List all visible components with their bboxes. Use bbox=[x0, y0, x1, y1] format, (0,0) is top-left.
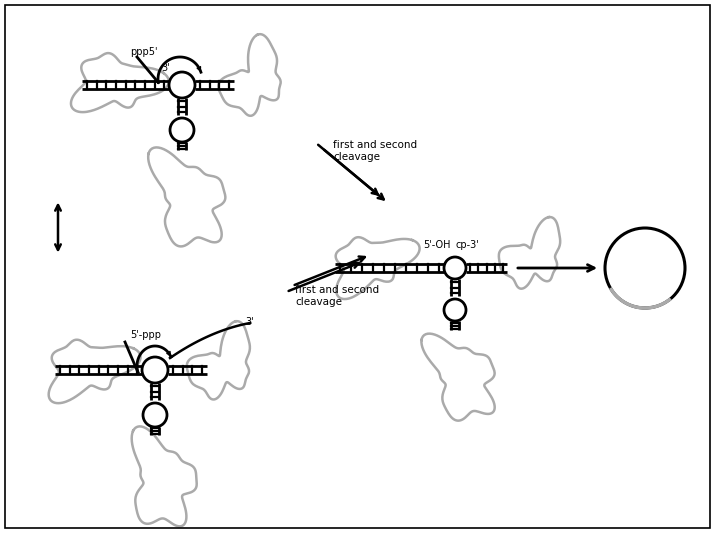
Text: cp-3': cp-3' bbox=[456, 240, 480, 250]
Circle shape bbox=[444, 299, 466, 321]
Polygon shape bbox=[71, 53, 169, 112]
Text: first and second
cleavage: first and second cleavage bbox=[295, 285, 379, 306]
Polygon shape bbox=[132, 426, 197, 527]
Polygon shape bbox=[218, 34, 281, 116]
Text: 3': 3' bbox=[245, 317, 254, 327]
Text: 3': 3' bbox=[162, 63, 170, 73]
Text: ppp5': ppp5' bbox=[130, 47, 157, 57]
Text: first and second
cleavage: first and second cleavage bbox=[333, 140, 417, 161]
Polygon shape bbox=[336, 237, 420, 299]
Polygon shape bbox=[499, 217, 560, 289]
Circle shape bbox=[169, 72, 195, 98]
Polygon shape bbox=[148, 148, 225, 246]
Circle shape bbox=[170, 118, 194, 142]
Polygon shape bbox=[49, 340, 141, 403]
Polygon shape bbox=[421, 334, 495, 421]
Circle shape bbox=[605, 228, 685, 308]
Text: 5'-OH: 5'-OH bbox=[423, 240, 451, 250]
Text: 5'-ppp: 5'-ppp bbox=[130, 330, 161, 340]
Polygon shape bbox=[187, 321, 250, 399]
Circle shape bbox=[143, 403, 167, 427]
Circle shape bbox=[142, 357, 168, 383]
Circle shape bbox=[444, 257, 466, 279]
